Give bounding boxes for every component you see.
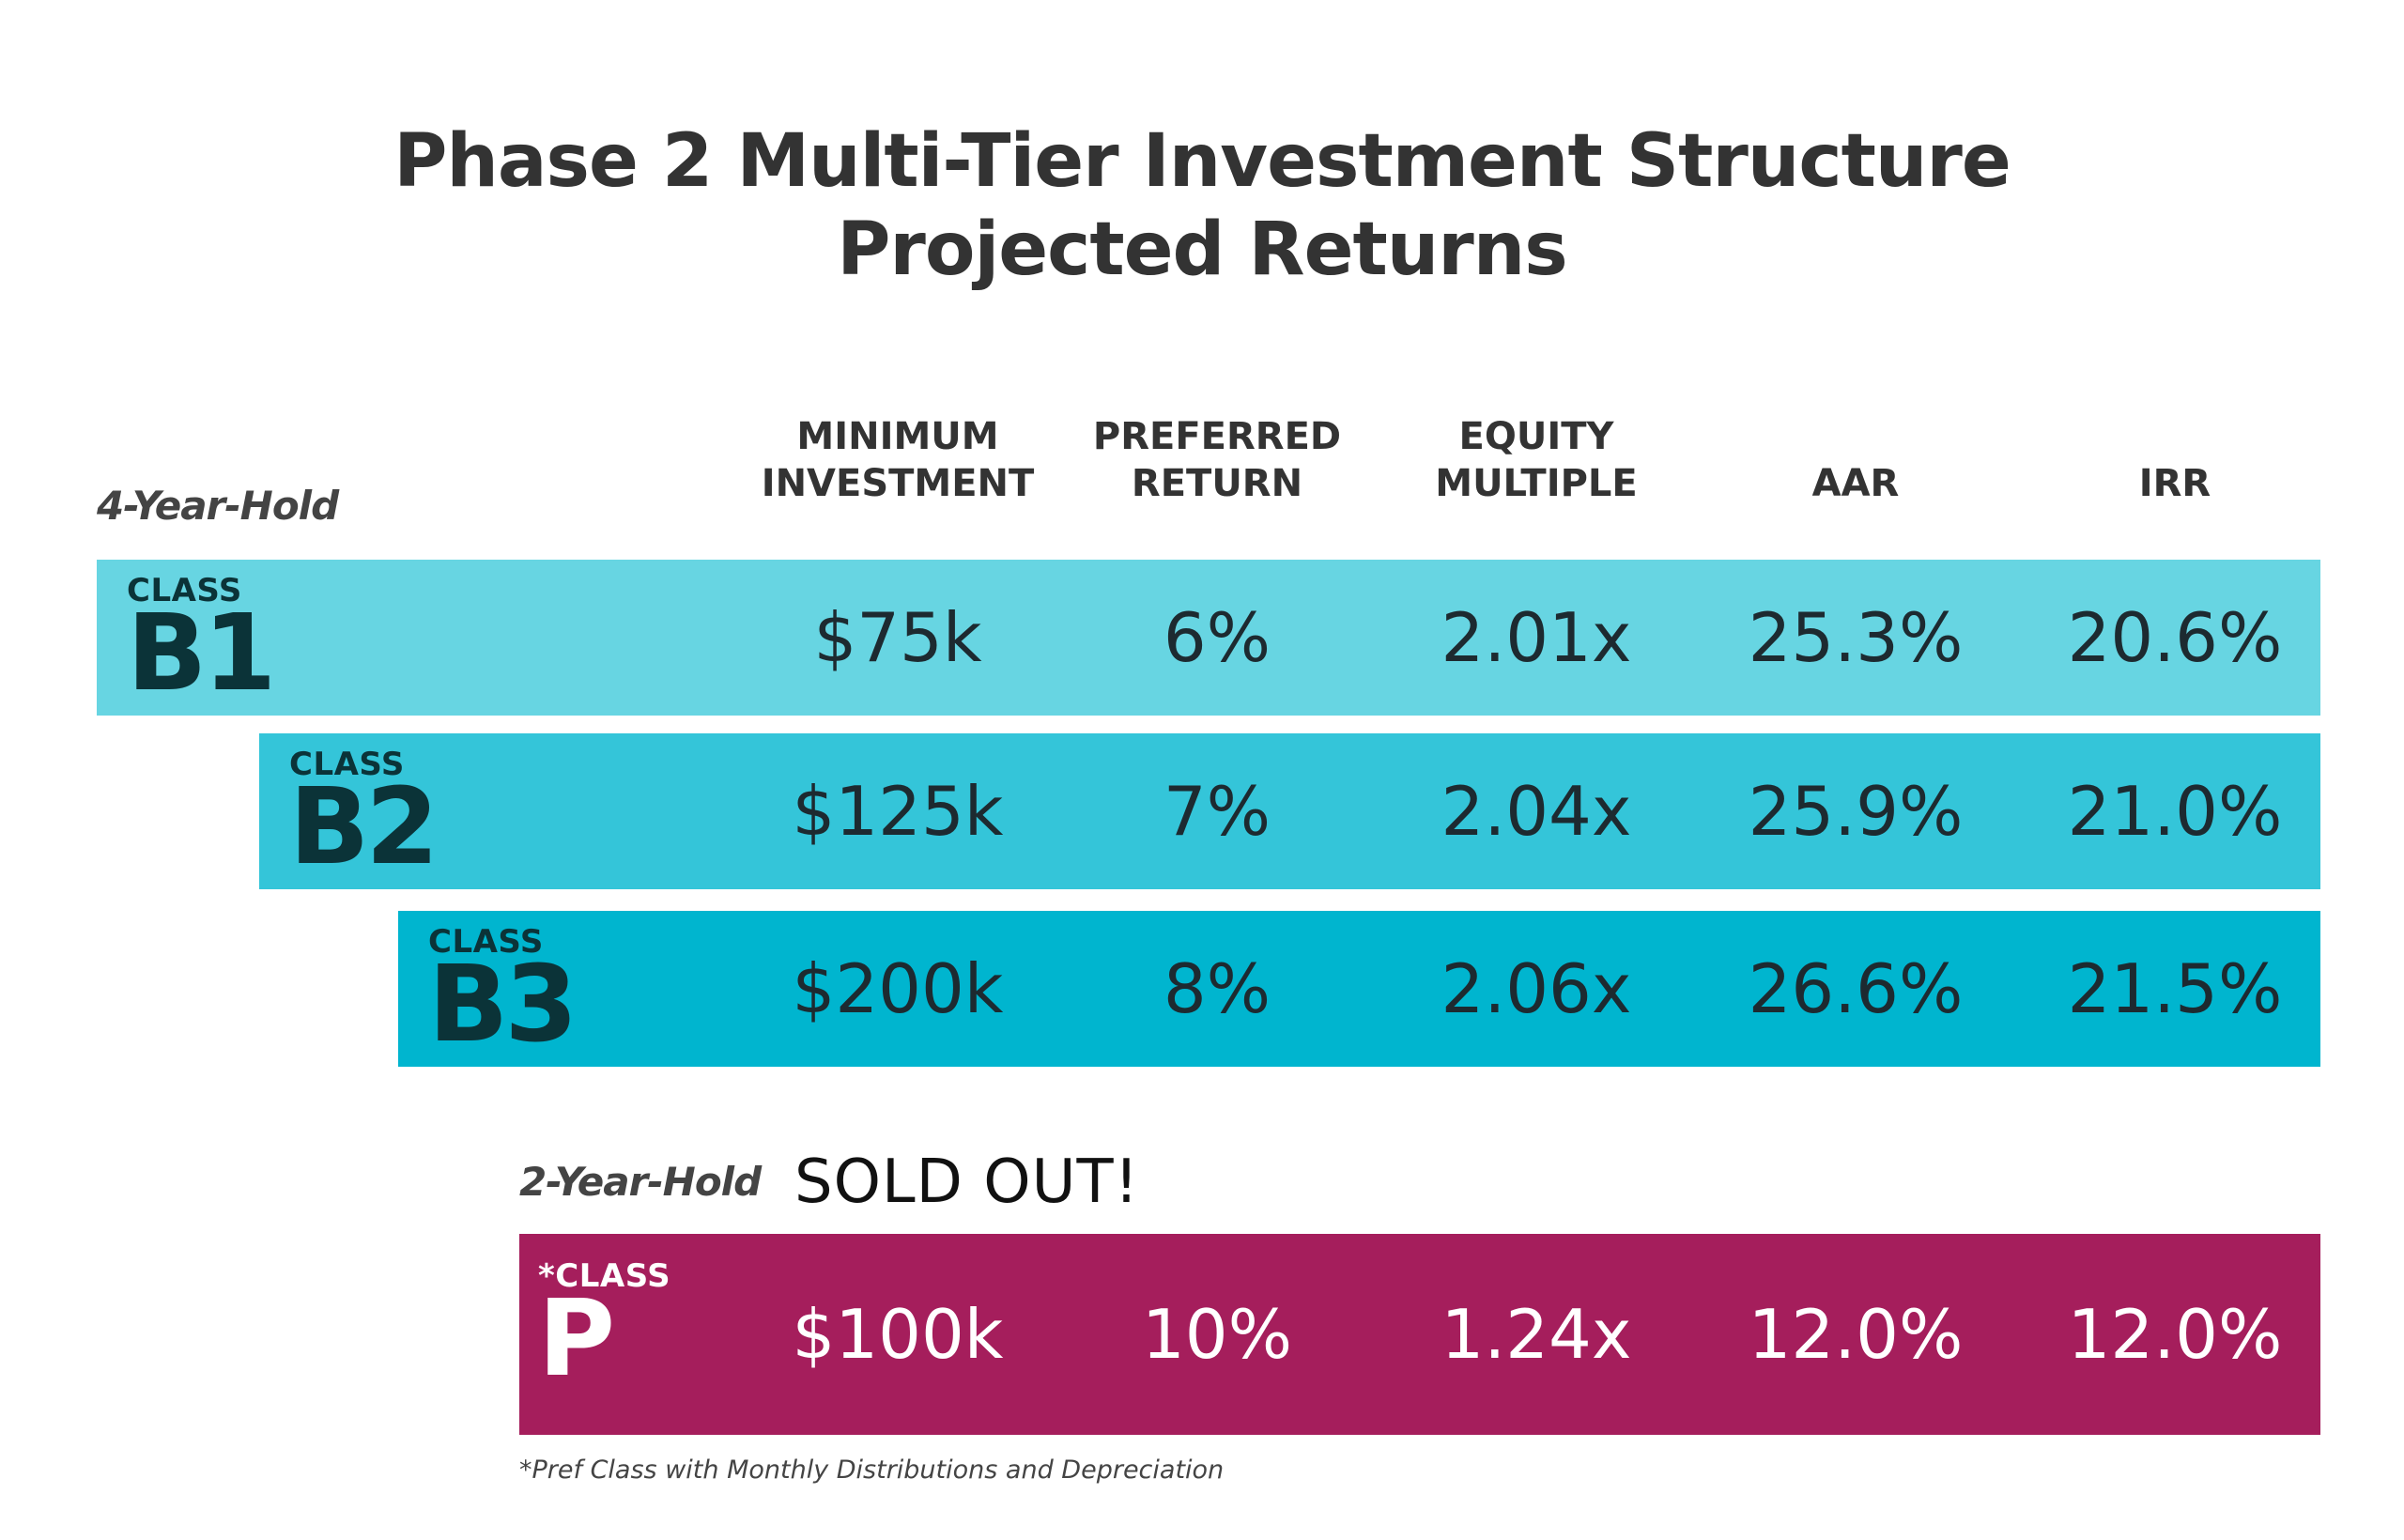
cell-preferred-return: 8% xyxy=(1163,949,1271,1028)
cell-irr: 21.5% xyxy=(2067,949,2283,1028)
cell-min-investment: $200k xyxy=(792,949,1004,1028)
cell-aar: 25.3% xyxy=(1748,598,1964,677)
cell-equity-multiple: 2.04x xyxy=(1441,772,1632,851)
cell-preferred-return: 10% xyxy=(1141,1295,1293,1374)
cell-irr: 20.6% xyxy=(2067,598,2283,677)
class-row-p: *CLASS P $100k 10% 1.24x 12.0% 12.0% xyxy=(519,1234,2320,1435)
cell-aar: 12.0% xyxy=(1748,1295,1964,1374)
class-row-b2: CLASS B2 $125k 7% 2.04x 25.9% 21.0% xyxy=(259,733,2320,889)
hold-label-4-year: 4-Year-Hold xyxy=(97,483,339,529)
cell-aar: 26.6% xyxy=(1748,949,1964,1028)
class-badge: CLASS B3 xyxy=(428,923,578,1066)
page-title: Phase 2 Multi-Tier Investment Structure xyxy=(393,119,2011,204)
cell-min-investment: $75k xyxy=(813,598,982,677)
sold-out-label: SOLD OUT! xyxy=(794,1147,1140,1217)
column-header-irr: IRR xyxy=(2138,462,2211,505)
page-subtitle: Projected Returns xyxy=(837,208,1567,292)
cell-irr: 12.0% xyxy=(2067,1295,2283,1374)
column-header-aar: AAR xyxy=(1811,462,1900,505)
class-badge: CLASS B1 xyxy=(127,572,276,715)
footnote: *Pref Class with Monthly Distributions a… xyxy=(519,1455,1225,1485)
column-header-equity-multiple: EQUITY MULTIPLE xyxy=(1435,415,1638,505)
column-header-preferred-return: PREFERRED RETURN xyxy=(1092,415,1342,505)
cell-preferred-return: 6% xyxy=(1163,598,1271,677)
class-badge: *CLASS P xyxy=(538,1257,671,1400)
class-row-b3: CLASS B3 $200k 8% 2.06x 26.6% 21.5% xyxy=(398,911,2320,1067)
class-row-b1: CLASS B1 $75k 6% 2.01x 25.3% 20.6% xyxy=(97,560,2320,716)
class-badge: CLASS B2 xyxy=(289,746,439,888)
cell-min-investment: $125k xyxy=(792,772,1004,851)
cell-equity-multiple: 2.06x xyxy=(1441,949,1632,1028)
cell-aar: 25.9% xyxy=(1748,772,1964,851)
cell-min-investment: $100k xyxy=(792,1295,1004,1374)
cell-irr: 21.0% xyxy=(2067,772,2283,851)
column-header-minimum-investment: MINIMUM INVESTMENT xyxy=(761,415,1035,505)
cell-preferred-return: 7% xyxy=(1163,772,1271,851)
hold-label-2-year: 2-Year-Hold xyxy=(519,1159,762,1205)
cell-equity-multiple: 2.01x xyxy=(1441,598,1632,677)
cell-equity-multiple: 1.24x xyxy=(1441,1295,1632,1374)
